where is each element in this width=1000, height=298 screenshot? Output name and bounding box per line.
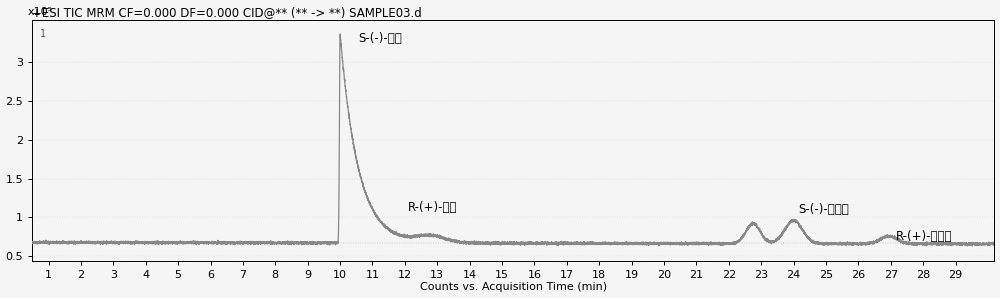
Text: R-(+)-降烟礆: R-(+)-降烟礆	[896, 230, 952, 243]
Text: R-(+)-烟礆: R-(+)-烟礆	[408, 201, 458, 214]
Text: 1: 1	[40, 30, 46, 39]
Text: x10⁵: x10⁵	[28, 7, 53, 17]
Text: +ESI TIC MRM CF=0.000 DF=0.000 CID@** (** -> **) SAMPLE03.d: +ESI TIC MRM CF=0.000 DF=0.000 CID@** (*…	[32, 6, 422, 18]
X-axis label: Counts vs. Acquisition Time (min): Counts vs. Acquisition Time (min)	[420, 283, 607, 292]
Text: S-(-)-降烟礆: S-(-)-降烟礆	[798, 203, 849, 216]
Text: S-(-)-烟礆: S-(-)-烟礆	[358, 32, 402, 45]
